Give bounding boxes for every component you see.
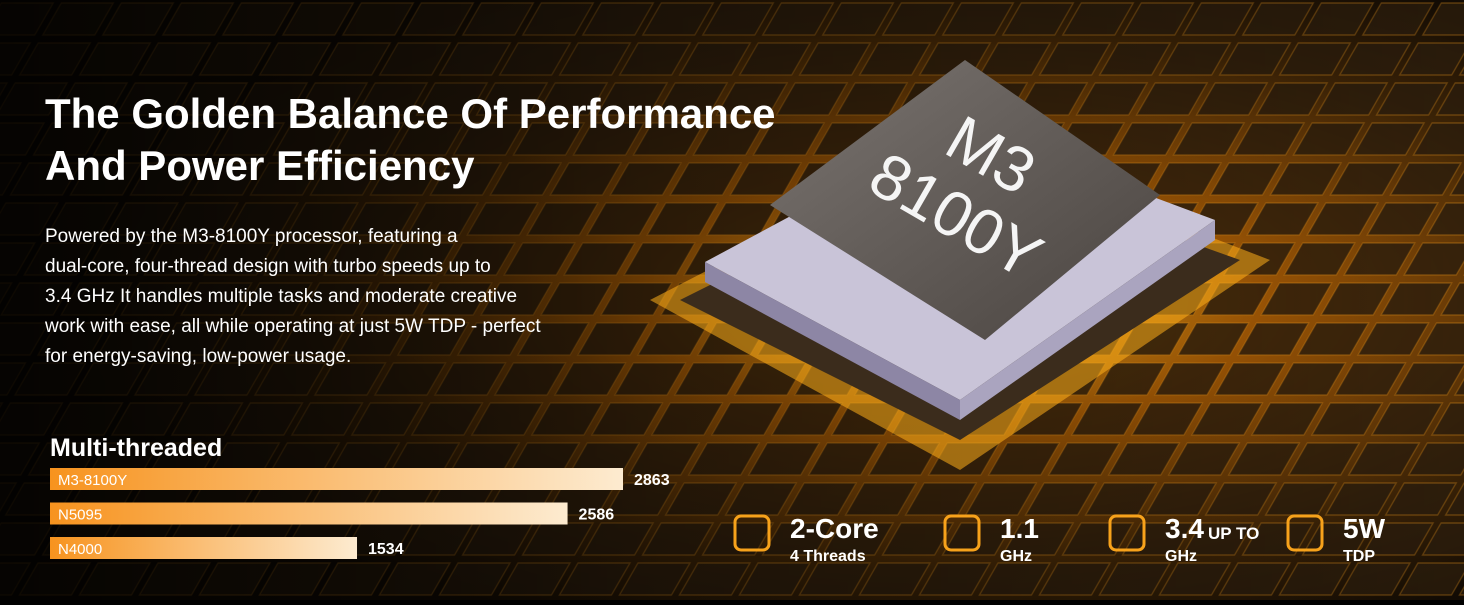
headline: And Power Efficiency xyxy=(45,142,475,189)
bar-category: N4000 xyxy=(58,541,102,558)
spec-icon xyxy=(1286,514,1324,552)
chip xyxy=(650,60,1270,470)
bar-value: 1534 xyxy=(368,541,404,558)
bar xyxy=(50,537,358,559)
chart-title: Multi-threaded xyxy=(50,434,222,462)
spec-sub: GHz xyxy=(1165,548,1197,565)
bar xyxy=(50,468,623,490)
spec-main: 2-Core xyxy=(790,513,879,544)
bar-value: 2586 xyxy=(579,507,615,524)
bar-category: M3-8100Y xyxy=(58,472,127,489)
description-line: dual-core, four-thread design with turbo… xyxy=(45,256,491,277)
spec-sub: 4 Threads xyxy=(790,548,866,565)
spec-sub: TDP xyxy=(1343,548,1375,565)
spec-main: 3.4 xyxy=(1165,513,1204,544)
description-line: work with ease, all while operating at j… xyxy=(44,316,541,337)
bar xyxy=(50,502,568,525)
bar-value: 2863 xyxy=(634,472,670,489)
bar-category: N5095 xyxy=(58,507,102,524)
spec-icon xyxy=(943,514,981,552)
headline: The Golden Balance Of Performance xyxy=(45,90,776,137)
spec-note: UP TO xyxy=(1208,524,1259,543)
spec-main: 1.1 xyxy=(1000,513,1039,544)
description-line: 3.4 GHz It handles multiple tasks and mo… xyxy=(45,286,517,307)
description-line: Powered by the M3-8100Y processor, featu… xyxy=(45,226,458,247)
spec-sub: GHz xyxy=(1000,548,1032,565)
description-line: for energy-saving, low-power usage. xyxy=(45,346,351,367)
spec-main: 5W xyxy=(1343,513,1386,544)
spec-icon xyxy=(1108,514,1146,552)
spec-icon xyxy=(733,514,771,552)
